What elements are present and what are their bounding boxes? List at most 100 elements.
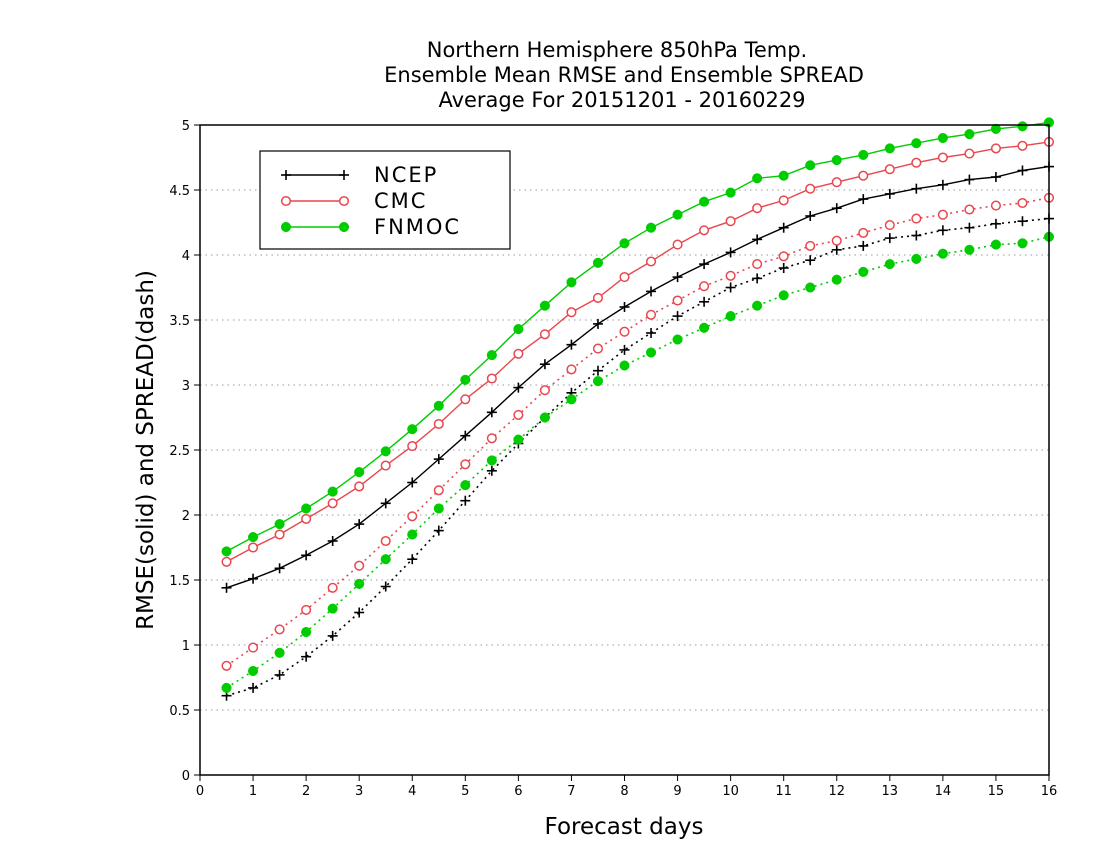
- data-point-ncep-rmse: [301, 550, 312, 561]
- data-point-fnmoc-rmse: [566, 277, 577, 288]
- data-point-fnmoc-spread: [248, 665, 259, 677]
- data-point-ncep-spread: [964, 222, 975, 233]
- data-point-fnmoc-rmse: [354, 467, 365, 478]
- data-point-cmc-rmse: [354, 481, 365, 492]
- data-point-cmc-spread: [301, 604, 312, 615]
- data-point-fnmoc-rmse: [486, 350, 497, 361]
- data-point-cmc-spread: [433, 485, 444, 496]
- chart-title: Northern Hemisphere 850hPa Temp. Ensembl…: [384, 38, 864, 112]
- x-tick-label: 2: [302, 784, 310, 799]
- legend-item-fnmoc: FNMOC: [280, 215, 461, 239]
- data-point-cmc-rmse: [486, 373, 497, 384]
- series-fnmoc-rmse: [221, 117, 1055, 557]
- y-tick-label: 2: [182, 509, 190, 524]
- data-point-ncep-spread: [301, 651, 312, 662]
- data-point-fnmoc-rmse: [752, 173, 763, 184]
- data-point-fnmoc-rmse: [592, 257, 604, 268]
- data-point-ncep-spread: [592, 365, 603, 376]
- data-point-ncep-rmse: [831, 203, 842, 214]
- data-point-fnmoc-rmse: [831, 155, 842, 166]
- x-tick-label: 7: [567, 784, 575, 799]
- data-point-cmc-rmse: [433, 418, 444, 430]
- x-tick-label: 11: [775, 784, 792, 799]
- legend-label: NCEP: [374, 163, 438, 187]
- x-tick-label: 1: [249, 784, 257, 799]
- y-tick-label: 0: [182, 769, 190, 784]
- data-point-ncep-rmse: [1017, 165, 1028, 176]
- data-point-fnmoc-rmse: [937, 132, 948, 144]
- data-point-cmc-spread: [964, 204, 975, 215]
- data-point-fnmoc-rmse: [778, 170, 789, 181]
- data-point-cmc-rmse: [858, 170, 869, 181]
- data-point-cmc-spread: [592, 343, 604, 354]
- data-point-fnmoc-spread: [539, 412, 550, 423]
- series-line-ncep-spread: [226, 217, 1050, 697]
- data-point-fnmoc-rmse: [884, 143, 895, 154]
- data-point-cmc-spread: [513, 409, 524, 420]
- legend-marker: [280, 195, 292, 207]
- data-point-fnmoc-rmse: [407, 424, 418, 435]
- data-point-fnmoc-spread: [327, 603, 338, 614]
- data-point-fnmoc-spread: [407, 529, 418, 540]
- x-tick-label: 3: [355, 784, 363, 799]
- data-point-ncep-rmse: [221, 582, 232, 593]
- y-tick-label: 3.5: [169, 314, 190, 329]
- y-tick-label: 1: [182, 639, 190, 654]
- data-point-ncep-rmse: [566, 339, 577, 350]
- legend-label: CMC: [374, 189, 427, 213]
- data-point-cmc-rmse: [407, 441, 418, 452]
- data-point-fnmoc-spread: [566, 394, 577, 405]
- data-point-ncep-spread: [805, 255, 816, 266]
- data-point-fnmoc-spread: [460, 480, 471, 491]
- series-ncep-rmse: [221, 161, 1054, 593]
- series-line-cmc-spread: [226, 197, 1050, 667]
- data-point-ncep-rmse: [619, 302, 630, 312]
- data-point-cmc-spread: [858, 227, 869, 238]
- data-point-ncep-spread: [1017, 216, 1028, 227]
- data-point-cmc-spread: [672, 295, 683, 306]
- data-point-cmc-spread: [248, 642, 259, 653]
- x-tick-label: 13: [882, 784, 899, 799]
- data-point-cmc-rmse: [752, 203, 763, 214]
- data-point-fnmoc-rmse: [619, 238, 630, 249]
- data-point-ncep-spread: [699, 296, 710, 307]
- y-axis-label: RMSE(solid) and SPREAD(dash): [133, 270, 159, 630]
- legend-marker: [338, 195, 350, 207]
- data-point-fnmoc-spread: [831, 274, 842, 285]
- y-tick-label: 0.5: [169, 704, 190, 719]
- data-point-ncep-spread: [752, 273, 763, 284]
- data-point-cmc-spread: [990, 200, 1001, 211]
- y-tick-label: 3: [182, 379, 190, 394]
- x-tick-label: 4: [408, 784, 416, 799]
- series-cmc-rmse: [221, 136, 1055, 567]
- data-point-fnmoc-spread: [990, 239, 1001, 250]
- data-point-fnmoc-spread: [725, 311, 736, 322]
- data-point-cmc-rmse: [301, 513, 312, 524]
- x-axis-ticks: 0 1 2 3 4 5 6 7 8 9 10 11 12 13 14 15 16: [196, 775, 1057, 799]
- x-tick-label: 0: [196, 784, 204, 799]
- data-point-cmc-rmse: [778, 195, 789, 206]
- data-point-ncep-rmse: [646, 286, 657, 297]
- x-tick-label: 15: [988, 784, 1005, 799]
- data-point-cmc-rmse: [964, 148, 975, 159]
- x-tick-label: 14: [935, 784, 952, 799]
- data-point-cmc-spread: [884, 220, 895, 231]
- data-point-fnmoc-rmse: [990, 123, 1001, 134]
- data-point-ncep-rmse: [592, 318, 603, 329]
- data-point-fnmoc-rmse: [274, 519, 285, 530]
- data-point-fnmoc-spread: [911, 253, 922, 264]
- y-tick-label: 5: [182, 119, 190, 134]
- data-point-cmc-rmse: [937, 152, 948, 163]
- legend-item-ncep: NCEP: [281, 163, 438, 187]
- data-point-cmc-spread: [327, 582, 338, 593]
- data-point-cmc-rmse: [380, 460, 391, 471]
- data-point-cmc-spread: [778, 251, 789, 262]
- legend-label: FNMOC: [374, 215, 461, 239]
- legend-marker: [338, 221, 350, 233]
- data-point-ncep-rmse: [699, 259, 710, 270]
- data-point-cmc-spread: [645, 309, 657, 320]
- chart-title-line-2: Ensemble Mean RMSE and Ensemble SPREAD: [384, 63, 864, 87]
- data-point-ncep-rmse: [248, 573, 259, 584]
- data-point-fnmoc-spread: [513, 434, 524, 445]
- data-point-cmc-spread: [937, 209, 948, 220]
